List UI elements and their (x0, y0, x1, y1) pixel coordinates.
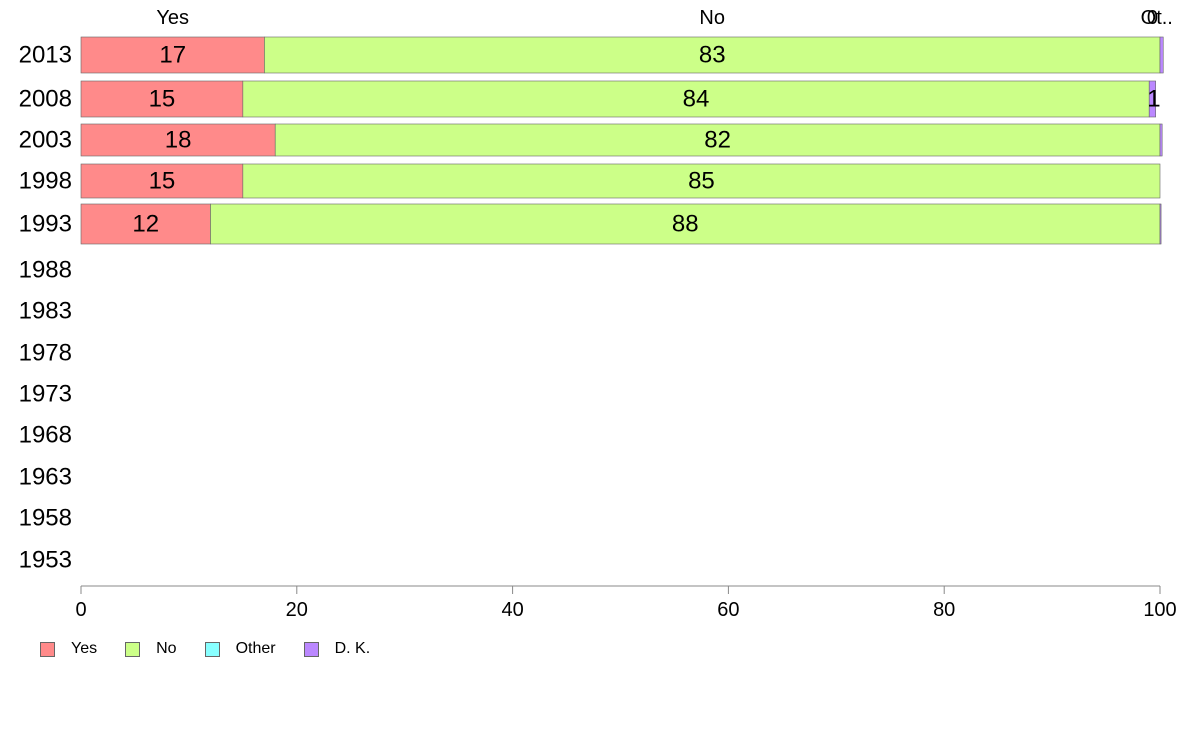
bar-no-1998 (242, 163, 1161, 199)
bar-yes-1998 (80, 163, 244, 199)
legend-swatch (125, 641, 141, 657)
x-tick-label-0: 0 (75, 599, 86, 621)
data-label-yes-1998: 15 (149, 168, 176, 195)
data-label-no-1993: 88 (672, 211, 699, 238)
bar-yes-2013 (80, 36, 265, 74)
x-tick-label-20: 20 (286, 599, 308, 621)
top-series-label-2: 0 (1147, 7, 1158, 29)
data-label-no-2013: 83 (699, 42, 726, 69)
category-label-2013: 2013 (19, 42, 72, 69)
category-label-1983: 1983 (19, 298, 72, 325)
bar-yes-2008 (80, 80, 244, 118)
category-label-1978: 1978 (19, 340, 72, 367)
data-label-no-2003: 82 (704, 127, 731, 154)
bar-dk-2008 (1148, 80, 1156, 118)
legend-label: Yes (71, 640, 98, 657)
category-label-1958: 1958 (19, 505, 72, 532)
legend-swatch (303, 641, 319, 657)
legend-item-yes: Yes (40, 640, 97, 658)
category-label-1968: 1968 (19, 422, 72, 449)
bar-yes-2003 (80, 123, 276, 157)
data-label-yes-2003: 18 (165, 127, 192, 154)
bar-dk-2003 (1159, 123, 1163, 157)
legend-label: No (156, 640, 177, 657)
legend-swatch (40, 641, 55, 657)
top-series-label-1: No (699, 7, 725, 29)
data-label-dk-2008: 1 (1147, 86, 1160, 113)
x-tick-label-100: 100 (1143, 599, 1176, 621)
category-label-1953: 1953 (19, 547, 72, 574)
category-label-1963: 1963 (19, 464, 72, 491)
data-label-no-1998: 85 (688, 168, 715, 195)
category-label-2008: 2008 (19, 86, 72, 113)
bar-dk-2013 (1159, 36, 1164, 74)
data-label-no-2008: 84 (683, 86, 710, 113)
bar-no-2008 (242, 80, 1150, 118)
legend-item-dk: D. K. (303, 640, 371, 658)
category-label-2003: 2003 (19, 127, 72, 154)
data-label-yes-2008: 15 (149, 86, 176, 113)
category-label-1988: 1988 (19, 257, 72, 284)
legend-item-no: No (125, 640, 177, 658)
category-label-1998: 1998 (19, 168, 72, 195)
bar-no-2013 (264, 36, 1161, 74)
bar-no-2003 (274, 123, 1161, 157)
x-tick-label-80: 80 (933, 599, 955, 621)
category-label-1993: 1993 (19, 211, 72, 238)
bar-yes-1993 (80, 203, 211, 245)
top-series-label-3: Ot.. (1141, 7, 1173, 29)
category-label-1973: 1973 (19, 381, 72, 408)
legend-item-other: Other (204, 640, 276, 658)
bar-no-1993 (210, 203, 1161, 245)
data-label-yes-2013: 17 (159, 42, 186, 69)
x-tick-label-60: 60 (717, 599, 739, 621)
chart-legend: Yes No Other D. K. (40, 640, 398, 658)
top-series-label-0: Yes (156, 7, 189, 29)
legend-label: Other (235, 640, 276, 657)
data-label-yes-1993: 12 (132, 211, 159, 238)
legend-swatch (204, 641, 220, 657)
bar-dk-1993 (1159, 203, 1162, 245)
x-tick-label-40: 40 (501, 599, 523, 621)
legend-label: D. K. (334, 640, 371, 657)
